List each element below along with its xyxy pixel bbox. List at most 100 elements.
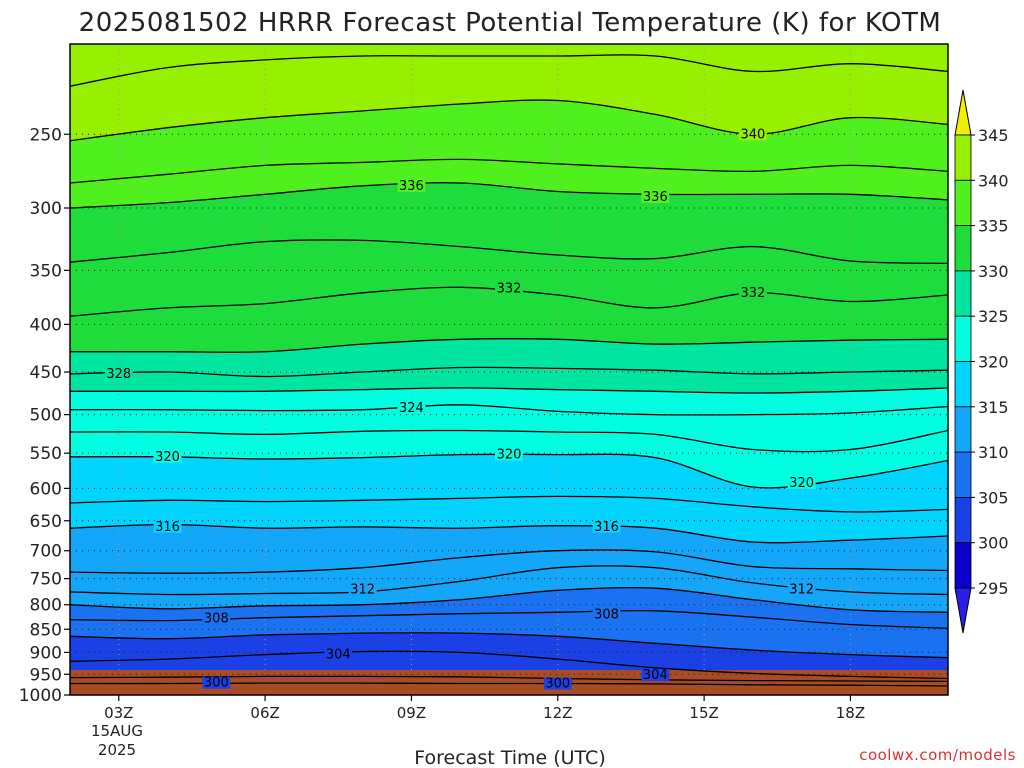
contour-label-background <box>397 179 426 192</box>
contour-label-background <box>104 367 133 380</box>
contour-label: 320 <box>155 450 180 465</box>
colorbar-segment <box>954 134 972 181</box>
colorbar-bottom-extension <box>954 587 972 634</box>
contour-label-background <box>202 676 231 689</box>
colorbar-segment <box>954 451 972 498</box>
contour-label: 336 <box>643 190 668 205</box>
contour-label: 308 <box>204 612 229 627</box>
contour-label-background <box>592 520 621 533</box>
y-tick-label: 900 <box>30 643 62 663</box>
x-tick-label: 18Z <box>836 704 865 722</box>
colorbar-tick-label: 295 <box>978 579 1009 598</box>
y-tick-label: 500 <box>30 406 62 426</box>
colorbar-segment <box>954 179 972 227</box>
y-tick-label: 1000 <box>19 686 62 706</box>
contour-310 <box>70 586 948 613</box>
contour-label: 304 <box>643 668 668 683</box>
colorbar-segment <box>954 315 972 362</box>
colorbar-segment <box>954 270 972 317</box>
contour-340 <box>70 99 948 142</box>
colorbar-tick-label: 300 <box>978 534 1009 553</box>
x-tick-label: 15Z <box>689 704 718 722</box>
contour-334 <box>70 239 948 265</box>
contour-label: 336 <box>399 179 424 194</box>
colorbar-segment <box>954 542 972 589</box>
contour-label: 312 <box>789 582 814 597</box>
colorbar-segment <box>954 361 972 408</box>
contour-306 <box>70 632 948 659</box>
contour-label-background <box>202 612 231 625</box>
colorbar-tick-label: 335 <box>978 217 1009 236</box>
y-tick-label: 700 <box>30 542 62 562</box>
contour-labels: 300 300 304 304 308 308 312 312 316 316 320 320 320 3… <box>104 127 816 692</box>
x-axis-title: Forecast Time (UTC) <box>414 747 605 768</box>
contour-label-background <box>153 450 182 463</box>
ground-surface <box>70 670 948 695</box>
contour-label: 332 <box>740 286 765 301</box>
y-tick-label: 950 <box>30 665 62 685</box>
grid-lines <box>70 44 948 696</box>
colorbar-segment <box>954 406 972 453</box>
contour-330 <box>70 338 948 353</box>
contour-316 <box>70 523 948 544</box>
contour-label-background <box>324 648 353 661</box>
y-tick-label: 300 <box>30 199 62 219</box>
contour-label: 300 <box>545 677 570 692</box>
contour-label: 340 <box>740 127 765 142</box>
colorbar-tick-label: 305 <box>978 488 1009 507</box>
contour-label-background <box>397 402 426 415</box>
y-tick-label: 250 <box>30 125 62 145</box>
colorbar-tick-label: 340 <box>978 171 1009 190</box>
contour-322 <box>70 429 948 453</box>
time-axis: 03Z 06Z 09Z 12Z 15Z 18Z <box>104 695 865 722</box>
contour-label: 324 <box>399 401 424 416</box>
date-label-year: 2025 <box>98 741 136 759</box>
colorbar-top-extension <box>954 89 972 136</box>
contour-342 <box>70 54 948 87</box>
contour-label-background <box>348 583 377 596</box>
contour-label: 320 <box>789 476 814 491</box>
y-tick-label: 400 <box>30 315 62 335</box>
contour-label: 332 <box>497 281 522 296</box>
contour-label: 312 <box>350 582 375 597</box>
contour-label: 316 <box>155 520 180 535</box>
contour-label: 316 <box>594 520 619 535</box>
y-tick-label: 600 <box>30 479 62 499</box>
x-tick-label: 03Z <box>104 704 133 722</box>
contour-328 <box>70 366 948 378</box>
contour-label-background <box>787 476 816 489</box>
y-tick-label: 550 <box>30 444 62 464</box>
contour-label: 300 <box>204 676 229 691</box>
colorbar-tick-label: 325 <box>978 307 1009 326</box>
contour-label-background <box>787 583 816 596</box>
contour-label: 308 <box>594 608 619 623</box>
colorbar-tick-label: 310 <box>978 443 1009 462</box>
contour-label-background <box>543 677 572 690</box>
x-tick-label: 09Z <box>397 704 426 722</box>
contour-318 <box>70 495 948 513</box>
contour-label-background <box>641 191 670 204</box>
contour-label-background <box>153 520 182 533</box>
x-tick-label: 12Z <box>543 704 572 722</box>
contour-304 <box>70 650 948 680</box>
contour-label: 328 <box>106 367 131 382</box>
x-tick-label: 06Z <box>250 704 279 722</box>
y-tick-label: 450 <box>30 363 62 383</box>
colorbar-segment <box>954 225 972 272</box>
colorbar-segment <box>954 496 972 544</box>
contour-338 <box>70 158 948 184</box>
contour-336 <box>70 182 948 209</box>
colorbar-tick-label: 315 <box>978 398 1009 417</box>
y-tick-label: 350 <box>30 261 62 281</box>
contour-label: 320 <box>497 448 522 463</box>
contour-label-background <box>495 448 523 461</box>
contour-314 <box>70 549 948 574</box>
colorbar-tick-label: 345 <box>978 126 1009 145</box>
colorbar-tick-label: 330 <box>978 262 1009 281</box>
contour-label-background <box>738 128 767 141</box>
contour-label-background <box>592 608 621 621</box>
contour-326 <box>70 387 948 394</box>
credit-text: coolwx.com/models <box>859 746 1016 764</box>
pressure-axis: 250 300 350 400 450 500 550 600 650 700 750 800 850 9… <box>19 125 70 706</box>
